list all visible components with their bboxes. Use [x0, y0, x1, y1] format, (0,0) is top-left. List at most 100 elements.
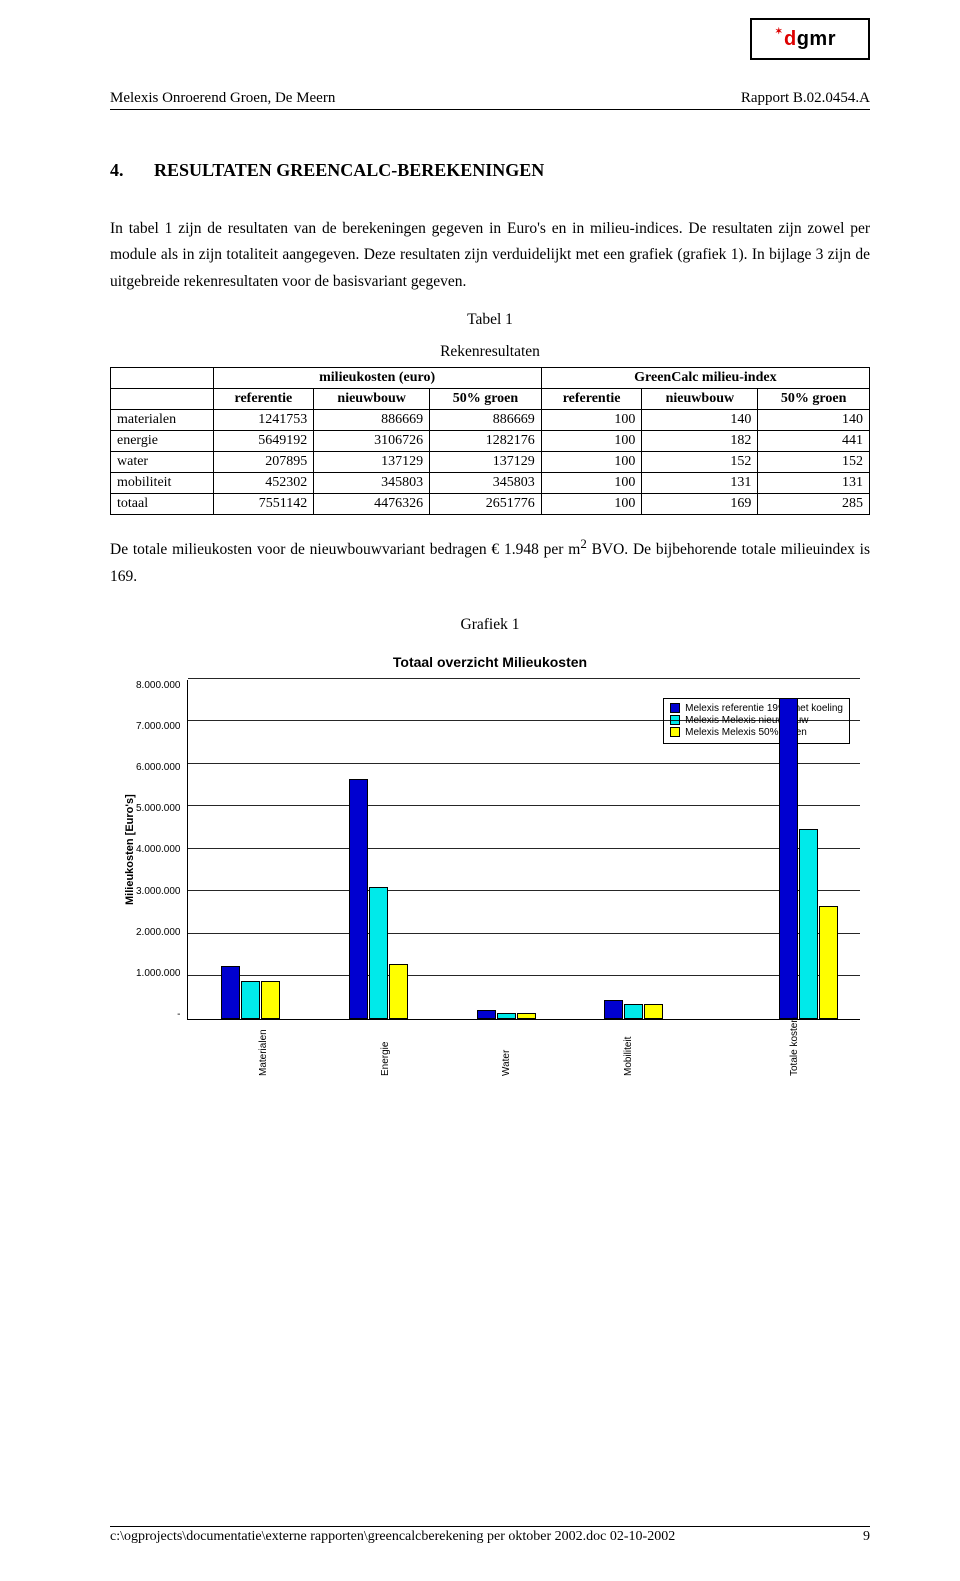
- table-cell: 100: [541, 452, 642, 473]
- table-cell: 4476326: [314, 494, 430, 515]
- bar: [644, 1004, 663, 1019]
- footer-page: 9: [863, 1529, 870, 1545]
- table-group-1: milieukosten (euro): [213, 368, 541, 389]
- x-tick-label: Mobiliteit: [623, 1036, 634, 1075]
- x-axis-labels: Materialen Energie Water Mobiliteit Totale k…: [194, 1020, 860, 1080]
- bar: [517, 1013, 536, 1019]
- table-cell: 152: [758, 452, 870, 473]
- table-col: referentie: [541, 389, 642, 410]
- table-row-label: mobiliteit: [111, 473, 214, 494]
- table-row: water207895137129137129100152152: [111, 452, 870, 473]
- bar: [819, 906, 838, 1019]
- legend-swatch: [670, 727, 680, 737]
- table-col: nieuwbouw: [642, 389, 758, 410]
- page-footer: c:\ogprojects\documentatie\externe rappo…: [110, 1526, 870, 1545]
- chart-plot-area: Melexis referentie 1990 met koelingMelex…: [187, 680, 861, 1020]
- table-cell: 452302: [213, 473, 314, 494]
- gridline: [188, 763, 861, 764]
- table-cell: 207895: [213, 452, 314, 473]
- table-cell: 169: [642, 494, 758, 515]
- table-cell: 441: [758, 431, 870, 452]
- bar: [389, 964, 408, 1018]
- table-cell: 100: [541, 494, 642, 515]
- gridline: [188, 933, 861, 934]
- company-logo: dgmr: [750, 18, 870, 60]
- y-tick: 5.000.000: [136, 803, 181, 814]
- bar: [497, 1013, 516, 1019]
- header-left: Melexis Onroerend Groen, De Meern: [110, 90, 335, 107]
- table-cell: 100: [541, 431, 642, 452]
- table-row: energie564919231067261282176100182441: [111, 431, 870, 452]
- chart-heading: Grafiek 1: [110, 616, 870, 634]
- gridline: [188, 805, 861, 806]
- bar: [799, 829, 818, 1019]
- bar-group: [779, 698, 838, 1019]
- x-tick-label: Materialen: [258, 1029, 269, 1076]
- bar: [477, 1010, 496, 1019]
- header-right: Rapport B.02.0454.A: [741, 90, 870, 107]
- table-cell: 345803: [314, 473, 430, 494]
- y-tick: -: [136, 1009, 181, 1020]
- table-corner: [111, 368, 214, 389]
- y-tick: 1.000.000: [136, 968, 181, 979]
- y-tick: 4.000.000: [136, 844, 181, 855]
- y-axis-ticks: 8.000.0007.000.0006.000.0005.000.0004.00…: [136, 680, 187, 1020]
- bar-group: [604, 1000, 663, 1019]
- table-cell: 152: [642, 452, 758, 473]
- table-col: 50% groen: [758, 389, 870, 410]
- bar: [779, 698, 798, 1019]
- bar: [369, 887, 388, 1019]
- logo-prefix: d: [784, 28, 797, 51]
- gridline: [188, 975, 861, 976]
- section-heading: 4.RESULTATEN GREENCALC-BEREKENINGEN: [110, 160, 870, 181]
- table-cell: 1282176: [430, 431, 542, 452]
- gridline: [188, 848, 861, 849]
- table-col: nieuwbouw: [314, 389, 430, 410]
- table-cell: 140: [642, 410, 758, 431]
- table-cell: 100: [541, 473, 642, 494]
- y-tick: 6.000.000: [136, 762, 181, 773]
- paragraph-1: In tabel 1 zijn de resultaten van de ber…: [110, 216, 870, 295]
- section-title: RESULTATEN GREENCALC-BEREKENINGEN: [154, 160, 544, 180]
- footer-path: c:\ogprojects\documentatie\externe rappo…: [110, 1529, 675, 1545]
- table-row-label: energie: [111, 431, 214, 452]
- paragraph-2: De totale milieukosten voor de nieuwbouw…: [110, 533, 870, 590]
- legend-swatch: [670, 703, 680, 713]
- x-tick-label: Energie: [380, 1041, 391, 1075]
- table-cell: 886669: [430, 410, 542, 431]
- table-cell: 137129: [430, 452, 542, 473]
- table-row: materialen1241753886669886669100140140: [111, 410, 870, 431]
- table-cell: 3106726: [314, 431, 430, 452]
- table-col: referentie: [213, 389, 314, 410]
- table-cell: 886669: [314, 410, 430, 431]
- bar: [241, 981, 260, 1019]
- y-tick: 7.000.000: [136, 721, 181, 732]
- table-row-label: materialen: [111, 410, 214, 431]
- bar-group: [221, 966, 280, 1019]
- bar-group: [477, 1010, 536, 1019]
- gridline: [188, 890, 861, 891]
- table-caption: Tabel 1: [110, 311, 870, 329]
- results-table: milieukosten (euro) GreenCalc milieu-ind…: [110, 367, 870, 515]
- table-cell: 2651776: [430, 494, 542, 515]
- x-tick-label: Water: [501, 1050, 512, 1076]
- table-group-2: GreenCalc milieu-index: [541, 368, 869, 389]
- gridline: [188, 720, 861, 721]
- table-cell: 140: [758, 410, 870, 431]
- table-cell: 7551142: [213, 494, 314, 515]
- gridline: [188, 678, 861, 679]
- table-cell: 345803: [430, 473, 542, 494]
- bar: [261, 981, 280, 1019]
- bar: [624, 1004, 643, 1019]
- table-corner2: [111, 389, 214, 410]
- table-row-label: totaal: [111, 494, 214, 515]
- table-cell: 137129: [314, 452, 430, 473]
- bar: [604, 1000, 623, 1019]
- table-row-label: water: [111, 452, 214, 473]
- table-row: totaal755114244763262651776100169285: [111, 494, 870, 515]
- x-tick-label: Totale kosten: [789, 1017, 800, 1076]
- bar-group: [349, 779, 408, 1019]
- logo-text: gmr: [797, 28, 836, 50]
- table-subcaption: Rekenresultaten: [110, 343, 870, 361]
- table-cell: 285: [758, 494, 870, 515]
